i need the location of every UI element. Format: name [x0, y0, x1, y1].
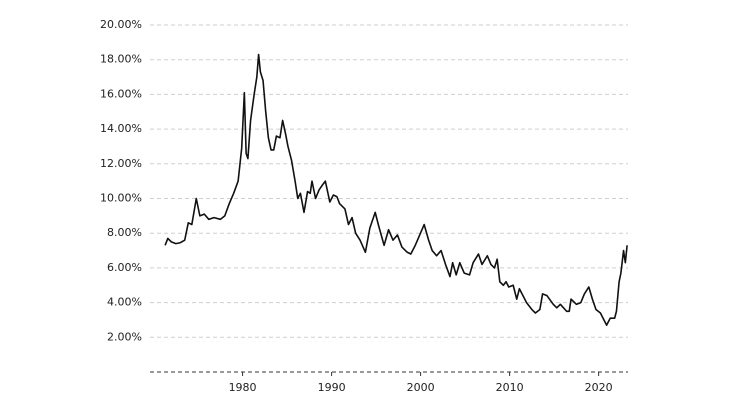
x-tick-label: 2010: [496, 381, 524, 394]
y-tick-label: 10.00%: [100, 192, 142, 205]
y-tick-label: 14.00%: [100, 122, 142, 135]
x-tick-label: 2020: [585, 381, 613, 394]
y-tick-label: 12.00%: [100, 157, 142, 170]
y-tick-label: 4.00%: [107, 296, 142, 309]
x-tick-label: 1990: [318, 381, 346, 394]
x-tick-label: 2000: [407, 381, 435, 394]
y-tick-label: 16.00%: [100, 87, 142, 100]
y-tick-label: 18.00%: [100, 53, 142, 66]
data-line: [164, 53, 628, 326]
y-tick-label: 2.00%: [107, 330, 142, 343]
y-tick-label: 8.00%: [107, 226, 142, 239]
x-tick-label: 1980: [229, 381, 257, 394]
y-tick-label: 6.00%: [107, 261, 142, 274]
y-tick-label: 20.00%: [100, 18, 142, 31]
